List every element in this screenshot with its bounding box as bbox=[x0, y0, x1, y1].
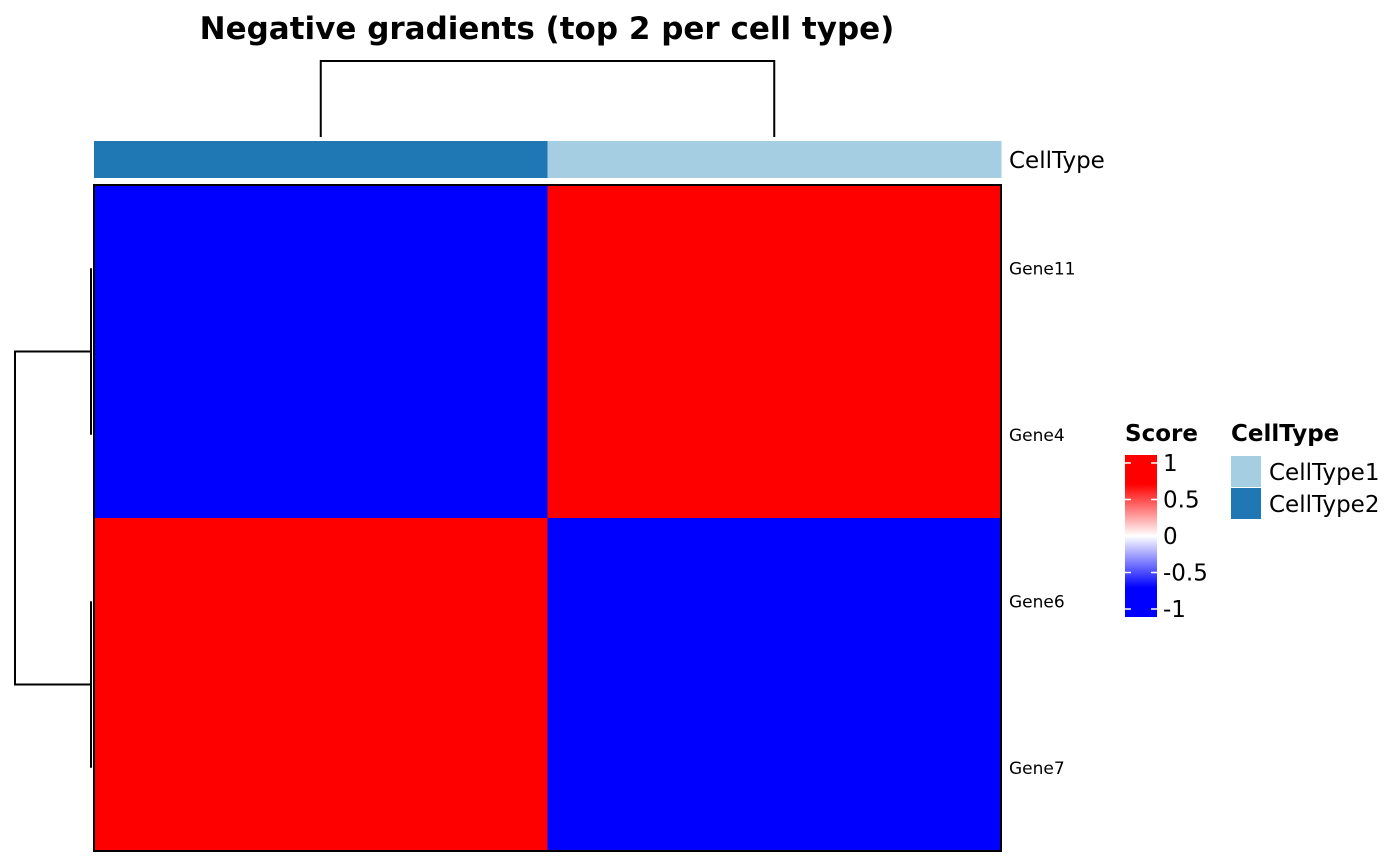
celltype-legend: CellType CellType1 CellType2 bbox=[1231, 421, 1379, 519]
score-tick-label: -1 bbox=[1163, 597, 1186, 623]
score-tick-label: -0.5 bbox=[1163, 561, 1208, 587]
score-tick-label: 1 bbox=[1163, 451, 1178, 477]
score-legend-title: Score bbox=[1125, 421, 1198, 447]
heatmap-cell-Gene7-CellType1 bbox=[547, 684, 1002, 852]
score-tick-label: 0.5 bbox=[1163, 488, 1200, 514]
heatmap-cell-Gene4-CellType1 bbox=[547, 351, 1002, 519]
celltype-legend-title: CellType bbox=[1231, 421, 1339, 447]
heatmap-cell-Gene11-CellType2 bbox=[94, 185, 548, 352]
row-label: Gene6 bbox=[1009, 592, 1065, 612]
row-dendrogram-branch bbox=[14, 350, 91, 686]
heatmap-cell-Gene6-CellType1 bbox=[547, 518, 1002, 685]
row-dendrogram bbox=[14, 268, 92, 768]
row-label: Gene7 bbox=[1009, 759, 1065, 779]
celltype-legend-label: CellType2 bbox=[1269, 492, 1379, 518]
annotation-cell-CellType1 bbox=[547, 141, 1002, 178]
heatmap-cell-Gene7-CellType2 bbox=[94, 684, 548, 852]
row-labels: Gene11 Gene4 Gene6 Gene7 bbox=[1009, 259, 1076, 779]
heatmap-cell-Gene11-CellType1 bbox=[547, 185, 1002, 352]
score-legend: Score 1 0.5 0 -0.5 -1 bbox=[1125, 421, 1208, 623]
heatmap-cell-Gene4-CellType2 bbox=[94, 351, 548, 519]
column-dendrogram bbox=[319, 60, 776, 137]
column-annotation-label: CellType bbox=[1009, 148, 1105, 174]
celltype-legend-swatch bbox=[1231, 488, 1261, 519]
heatmap-cell-Gene6-CellType2 bbox=[94, 518, 548, 685]
row-label: Gene11 bbox=[1009, 259, 1076, 279]
column-dendrogram-branch bbox=[319, 60, 776, 137]
row-label: Gene4 bbox=[1009, 426, 1065, 446]
chart-title: Negative gradients (top 2 per cell type) bbox=[200, 11, 895, 47]
celltype-legend-label: CellType1 bbox=[1269, 460, 1379, 486]
score-tick-label: 0 bbox=[1163, 524, 1178, 550]
celltype-legend-swatch bbox=[1231, 456, 1261, 487]
column-annotation-bar bbox=[94, 141, 1002, 178]
heatmap-body bbox=[94, 185, 1002, 852]
annotation-cell-CellType2 bbox=[94, 141, 548, 178]
heatmap-border bbox=[93, 184, 1002, 852]
